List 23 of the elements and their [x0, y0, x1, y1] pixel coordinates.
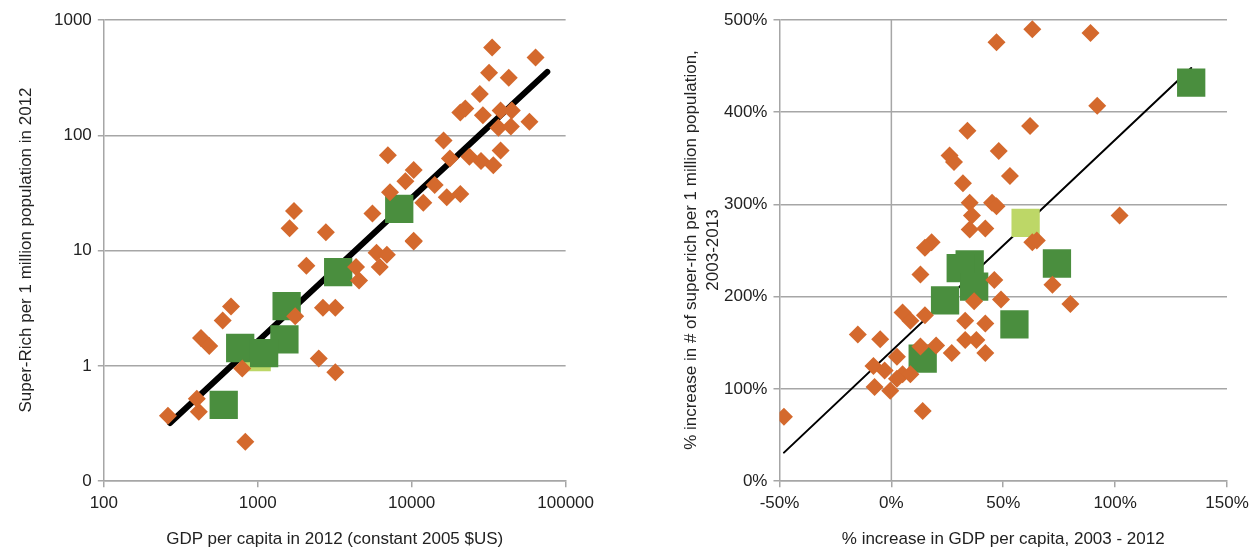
x-tick-label: 10000: [388, 493, 436, 513]
x-tick-label: 100000: [537, 493, 594, 513]
x-tick-label: 100%: [1093, 493, 1137, 513]
x-axis-title: GDP per capita in 2012 (constant 2005 $US): [166, 529, 504, 549]
y-tick-label: 200%: [724, 286, 768, 306]
y-tick-label: 300%: [724, 194, 768, 214]
x-axis-title: % increase in GDP per capita, 2003 - 2012: [841, 529, 1165, 549]
y-axis-title: % increase in # of super-rich per 1 million population, 2003-2013: [680, 49, 723, 452]
y-tick-label: 100%: [724, 378, 768, 398]
y-axis-title: Super-Rich per 1 million population in 2012: [15, 86, 36, 415]
x-tick-label: 0%: [879, 493, 904, 513]
y-tick-label: 0: [82, 470, 92, 490]
y-tick-label: 0%: [742, 470, 768, 490]
y-tick-label: 100: [63, 124, 92, 144]
x-tick-label: -50%: [759, 493, 800, 513]
y-tick-label: 400%: [724, 101, 768, 121]
y-tick-label: 500%: [724, 9, 768, 29]
x-tick-label: 1000: [238, 493, 277, 513]
x-tick-label: 50%: [986, 493, 1021, 513]
x-tick-label: 150%: [1205, 493, 1249, 513]
y-tick-label: 1: [82, 355, 92, 375]
y-tick-label: 1000: [53, 9, 92, 29]
y-tick-label: 10: [72, 240, 92, 260]
